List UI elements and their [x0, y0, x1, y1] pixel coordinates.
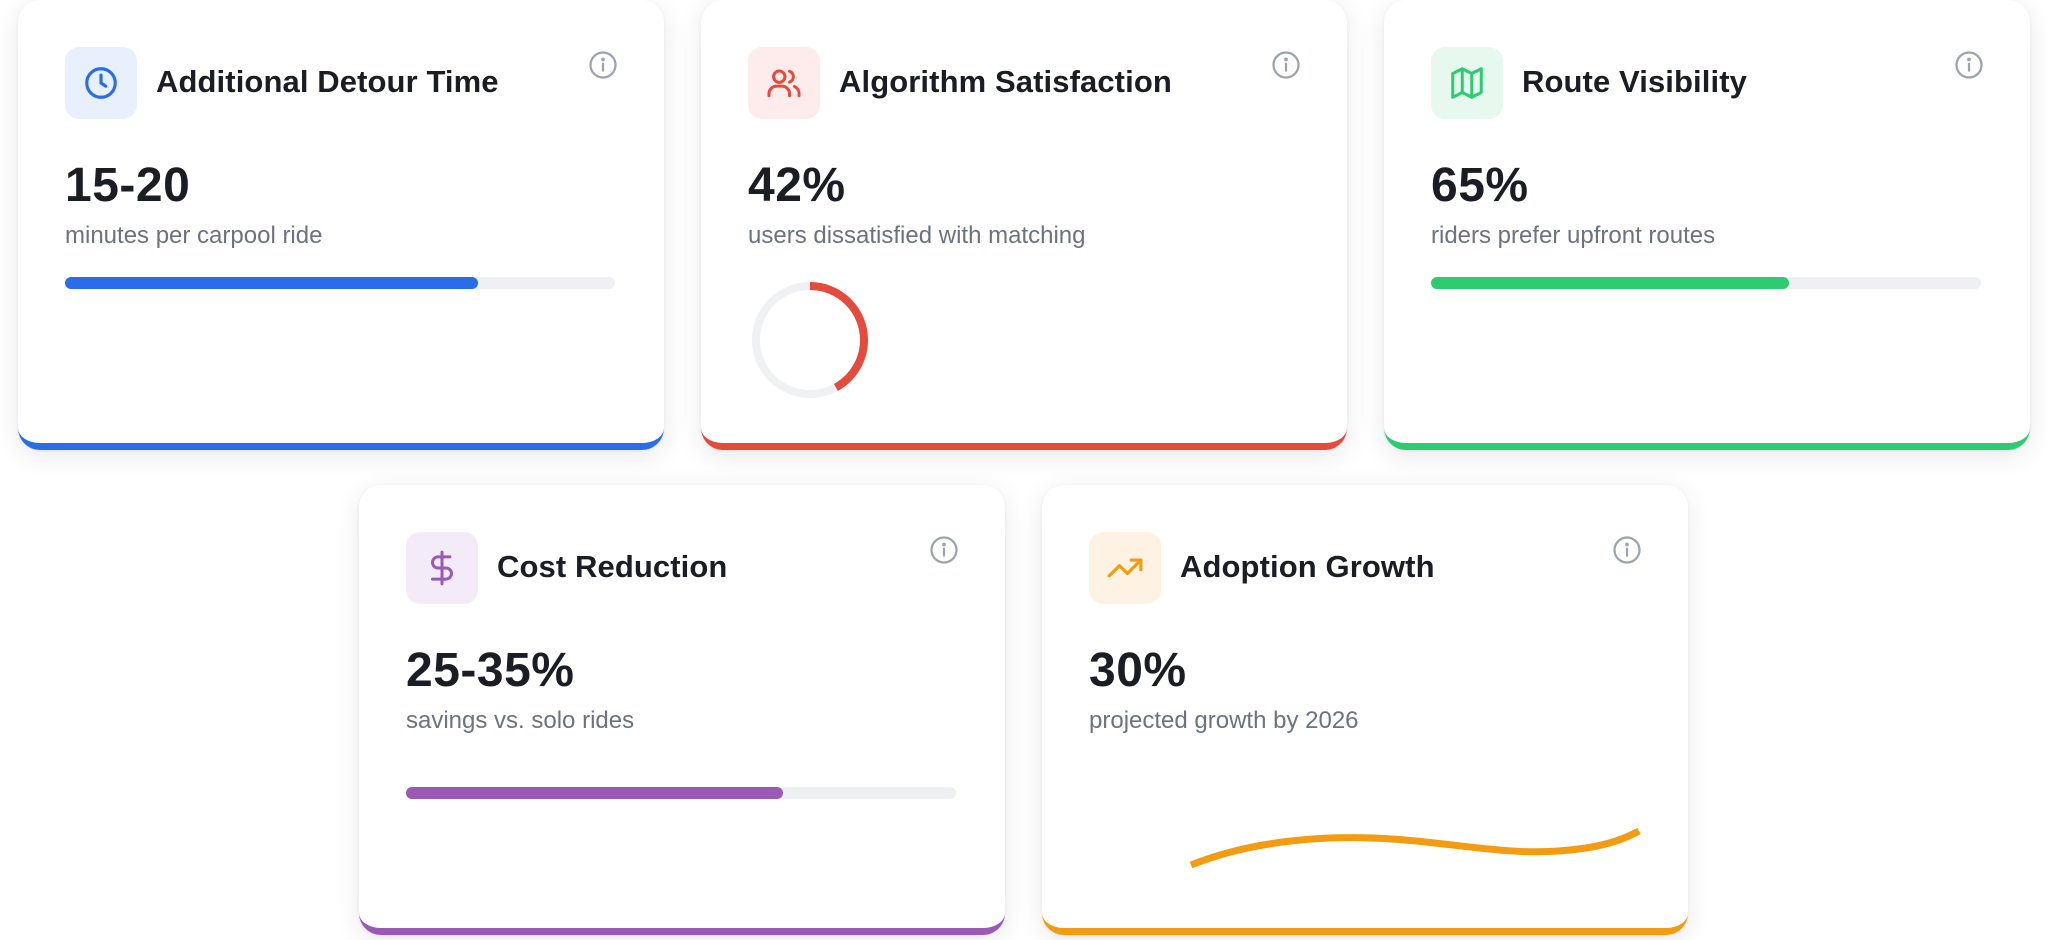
growth-sparkline-path: [1189, 827, 1641, 869]
metric-card-route-visibility: Route Visibility 65% riders prefer upfro…: [1384, 0, 2030, 450]
metric-value: 30%: [1089, 644, 1187, 697]
users-icon: [767, 69, 801, 98]
info-icon[interactable]: [588, 50, 618, 80]
progress-bar-fill: [65, 277, 478, 289]
clock-icon-box: [65, 47, 137, 119]
metric-value: 42%: [748, 159, 846, 212]
map-icon: [1451, 67, 1483, 99]
info-icon[interactable]: [1612, 535, 1642, 565]
card-title: Adoption Growth: [1180, 549, 1435, 584]
metric-description: riders prefer upfront routes: [1431, 222, 1716, 249]
trending-up-icon-box: [1089, 532, 1161, 604]
progress-bar: [406, 787, 956, 799]
progress-bar-fill: [406, 787, 783, 799]
metric-card-algorithm-satisfaction: Algorithm Satisfaction 42% users dissati…: [701, 0, 1347, 450]
info-icon[interactable]: [1271, 50, 1301, 80]
clock-icon: [85, 67, 117, 99]
map-icon-box: [1431, 47, 1503, 119]
donut-chart: [752, 282, 868, 398]
progress-bar: [1431, 277, 1981, 289]
users-icon-box: [748, 47, 820, 119]
donut-arc: [752, 282, 868, 398]
info-icon[interactable]: [1954, 50, 1984, 80]
metric-card-detour-time: Additional Detour Time 15-20 minutes per…: [18, 0, 664, 450]
metric-description: users dissatisfied with matching: [748, 222, 1086, 249]
metric-value: 15-20: [65, 159, 191, 212]
card-title: Additional Detour Time: [156, 64, 499, 99]
info-icon[interactable]: [929, 535, 959, 565]
metric-value: 25-35%: [406, 644, 575, 697]
metric-card-cost-reduction: Cost Reduction 25-35% savings vs. solo r…: [359, 485, 1005, 935]
metric-description: savings vs. solo rides: [406, 707, 635, 734]
metric-value: 65%: [1431, 159, 1529, 212]
progress-bar: [65, 277, 615, 289]
card-title: Route Visibility: [1522, 64, 1747, 99]
card-title: Algorithm Satisfaction: [839, 64, 1172, 99]
metric-description: projected growth by 2026: [1089, 707, 1359, 734]
trending-up-icon: [1107, 558, 1143, 578]
metric-description: minutes per carpool ride: [65, 222, 323, 249]
metric-card-adoption-growth: Adoption Growth 30% projected growth by …: [1042, 485, 1688, 935]
card-title: Cost Reduction: [497, 549, 728, 584]
growth-sparkline: [1189, 827, 1641, 869]
dollar-icon: [430, 550, 453, 586]
progress-bar-fill: [1431, 277, 1789, 289]
dollar-icon-box: [406, 532, 478, 604]
